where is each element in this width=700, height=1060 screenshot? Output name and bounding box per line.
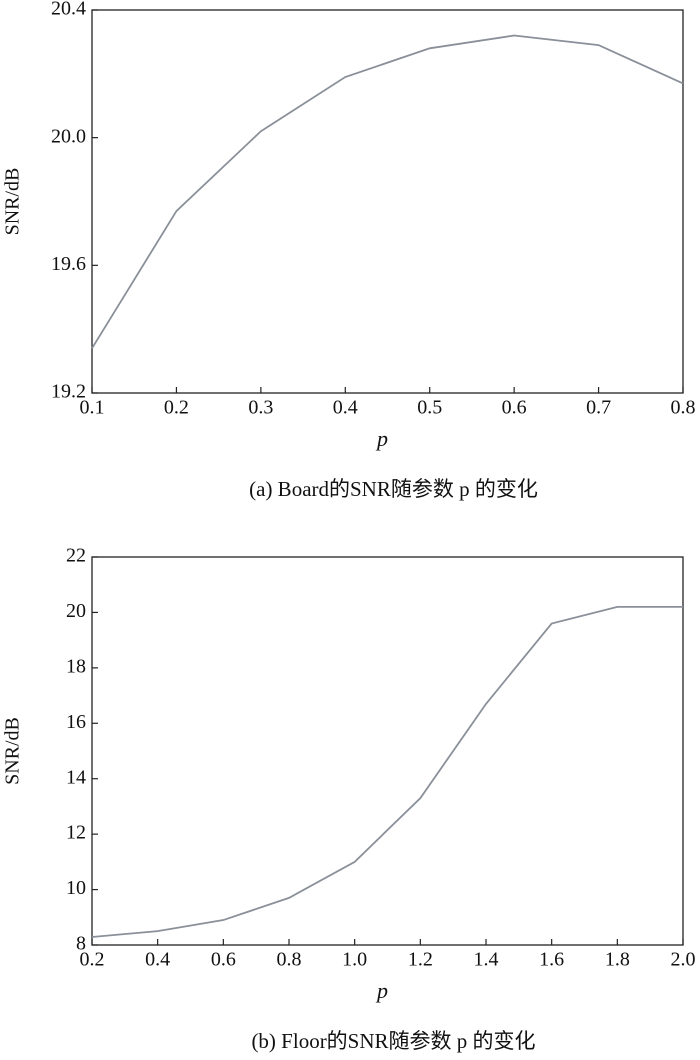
y-tick-label: 20	[66, 600, 86, 622]
x-tick-label: 0.2	[80, 949, 105, 971]
plot-frame	[91, 556, 684, 946]
x-tick-label: 0.5	[417, 397, 442, 419]
x-tick-label: 0.3	[248, 397, 273, 419]
x-tick-label: 0.2	[164, 397, 189, 419]
x-tick-label: 0.6	[211, 949, 236, 971]
y-axis-label: SNR/dB	[2, 717, 24, 785]
y-tick-label: 12	[66, 822, 86, 844]
x-axis-label: p	[375, 978, 388, 1003]
y-axis-label: SNR/dB	[2, 168, 24, 236]
y-tick-label: 22	[66, 545, 86, 567]
x-tick-label: 0.6	[502, 397, 527, 419]
x-tick-label: 1.8	[605, 949, 630, 971]
x-tick-label: 1.2	[408, 949, 433, 971]
y-tick-label: 20.0	[51, 125, 86, 147]
y-tick-label: 16	[66, 711, 86, 733]
x-tick-label: 0.4	[333, 397, 358, 419]
x-axis-label: p	[375, 426, 388, 451]
x-tick-label: 0.1	[80, 397, 105, 419]
y-tick-label: 8	[76, 933, 86, 955]
x-tick-label: 0.4	[145, 949, 170, 971]
y-tick-label: 18	[66, 655, 86, 677]
y-tick-label: 14	[66, 766, 86, 788]
caption: (b) Floor的SNR随参数 p 的变化	[251, 1029, 535, 1053]
x-tick-label: 0.8	[277, 949, 302, 971]
y-tick-label: 10	[66, 877, 86, 899]
x-tick-label: 0.8	[671, 397, 696, 419]
x-tick-label: 0.7	[586, 397, 611, 419]
x-tick-label: 2.0	[671, 949, 696, 971]
caption: (a) Board的SNR随参数 p 的变化	[249, 477, 538, 501]
y-tick-label: 19.6	[51, 253, 86, 275]
line-series	[91, 605, 683, 938]
plot-frame	[91, 9, 684, 394]
x-tick-label: 1.4	[474, 949, 499, 971]
x-tick-label: 1.6	[539, 949, 564, 971]
y-tick-label: 20.4	[51, 0, 86, 20]
x-tick-label: 1.0	[342, 949, 367, 971]
line-series	[91, 34, 684, 349]
y-tick-label: 19.2	[51, 381, 86, 403]
